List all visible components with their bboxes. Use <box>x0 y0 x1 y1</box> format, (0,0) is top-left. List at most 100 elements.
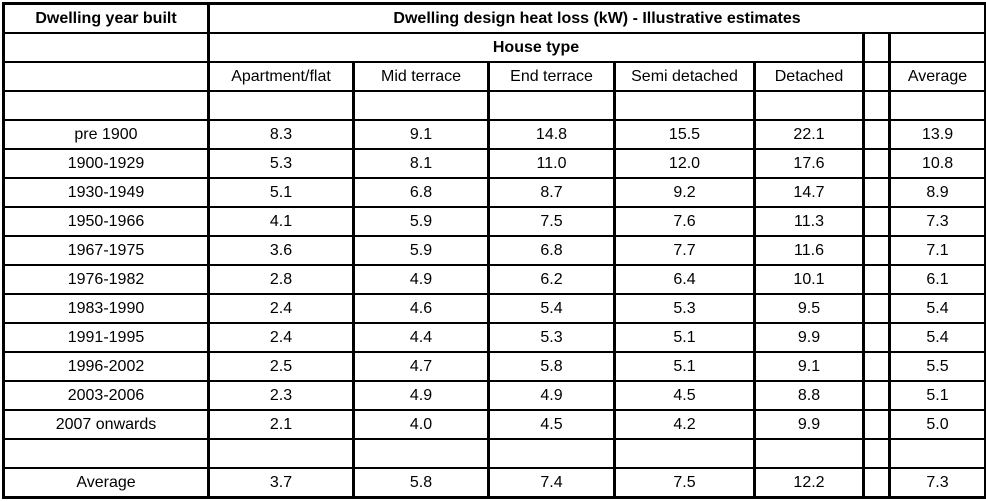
value-cell: 8.1 <box>352 148 490 179</box>
value-cell: 9.1 <box>753 351 865 382</box>
row-label-cell: 2007 onwards <box>2 409 210 440</box>
value-cell: 5.4 <box>487 293 616 324</box>
table-row: 1900-1929 5.3 8.1 11.0 12.0 17.6 10.8 <box>2 148 986 179</box>
table-row: 1930-1949 5.1 6.8 8.7 9.2 14.7 8.9 <box>2 177 986 208</box>
value-cell: 6.8 <box>352 177 490 208</box>
spacer-cell <box>862 264 891 295</box>
footer-value-cell: 3.7 <box>207 467 355 499</box>
row-label-cell: 1930-1949 <box>2 177 210 208</box>
value-cell: 5.9 <box>352 206 490 237</box>
spacer-cell <box>862 322 891 353</box>
spacer-cell <box>862 438 891 469</box>
blank-cell <box>613 90 756 121</box>
footer-average-cell: 7.3 <box>887 467 986 499</box>
value-cell: 2.3 <box>207 380 355 411</box>
value-cell: 5.8 <box>487 351 616 382</box>
value-cell: 2.1 <box>207 409 355 440</box>
row-label-cell: 1967-1975 <box>2 235 210 266</box>
value-cell: 4.2 <box>613 409 756 440</box>
spacer-cell <box>862 293 891 324</box>
row-label-cell: pre 1900 <box>2 119 210 150</box>
value-cell: 5.1 <box>207 177 355 208</box>
value-cell: 9.5 <box>753 293 865 324</box>
average-value-cell: 10.8 <box>887 148 986 179</box>
blank-cell <box>487 438 616 469</box>
average-footer-row: Average 3.7 5.8 7.4 7.5 12.2 7.3 <box>2 467 986 499</box>
value-cell: 5.9 <box>352 235 490 266</box>
blank-cell <box>352 438 490 469</box>
value-cell: 5.3 <box>207 148 355 179</box>
blank-cell <box>487 90 616 121</box>
blank-cell <box>887 90 986 121</box>
value-cell: 15.5 <box>613 119 756 150</box>
table-row: 2003-2006 2.3 4.9 4.9 4.5 8.8 5.1 <box>2 380 986 411</box>
average-value-cell: 5.4 <box>887 322 986 353</box>
column-header-cell: End terrace <box>487 61 616 92</box>
value-cell: 8.3 <box>207 119 355 150</box>
value-cell: 6.4 <box>613 264 756 295</box>
value-cell: 6.2 <box>487 264 616 295</box>
spacer-cell <box>862 409 891 440</box>
value-cell: 14.8 <box>487 119 616 150</box>
spacer-cell <box>862 235 891 266</box>
value-cell: 4.4 <box>352 322 490 353</box>
spacer-cell <box>862 177 891 208</box>
group-header-row: House type <box>2 32 986 63</box>
blank-cell <box>2 61 210 92</box>
value-cell: 8.7 <box>487 177 616 208</box>
blank-cell <box>887 32 986 63</box>
blank-cell <box>753 90 865 121</box>
row-label-cell: 1950-1966 <box>2 206 210 237</box>
spacer-cell <box>862 380 891 411</box>
row-label-cell: 2003-2006 <box>2 380 210 411</box>
value-cell: 4.0 <box>352 409 490 440</box>
average-value-cell: 5.1 <box>887 380 986 411</box>
value-cell: 9.2 <box>613 177 756 208</box>
table-row: 1991-1995 2.4 4.4 5.3 5.1 9.9 5.4 <box>2 322 986 353</box>
table-title-cell: Dwelling design heat loss (kW) - Illustr… <box>206 2 986 34</box>
value-cell: 12.0 <box>613 148 756 179</box>
value-cell: 6.8 <box>487 235 616 266</box>
value-cell: 4.5 <box>487 409 616 440</box>
blank-cell <box>207 438 355 469</box>
average-value-cell: 13.9 <box>887 119 986 150</box>
table-row: 1967-1975 3.6 5.9 6.8 7.7 11.6 7.1 <box>2 235 986 266</box>
blank-cell <box>352 90 490 121</box>
footer-value-cell: 7.5 <box>613 467 756 499</box>
value-cell: 5.1 <box>613 351 756 382</box>
spacer-cell <box>862 61 891 92</box>
row-label-cell: 1976-1982 <box>2 264 210 295</box>
row-label-cell: 1991-1995 <box>2 322 210 353</box>
corner-header-cell: Dwelling year built <box>2 2 210 34</box>
footer-label-cell: Average <box>2 467 210 499</box>
blank-cell <box>613 438 756 469</box>
table-row: 1983-1990 2.4 4.6 5.4 5.3 9.5 5.4 <box>2 293 986 324</box>
value-cell: 5.3 <box>613 293 756 324</box>
value-cell: 11.6 <box>753 235 865 266</box>
row-label-cell: 1900-1929 <box>2 148 210 179</box>
average-value-cell: 5.4 <box>887 293 986 324</box>
column-header-cell: Apartment/flat <box>207 61 355 92</box>
value-cell: 22.1 <box>753 119 865 150</box>
footer-value-cell: 5.8 <box>352 467 490 499</box>
value-cell: 9.1 <box>352 119 490 150</box>
blank-cell <box>2 32 210 63</box>
value-cell: 4.9 <box>487 380 616 411</box>
column-header-cell: Detached <box>753 61 865 92</box>
value-cell: 4.9 <box>352 264 490 295</box>
value-cell: 7.7 <box>613 235 756 266</box>
value-cell: 4.7 <box>352 351 490 382</box>
blank-cell <box>2 90 210 121</box>
value-cell: 2.8 <box>207 264 355 295</box>
value-cell: 2.5 <box>207 351 355 382</box>
spacer-cell <box>862 119 891 150</box>
value-cell: 5.3 <box>487 322 616 353</box>
value-cell: 9.9 <box>753 322 865 353</box>
value-cell: 4.1 <box>207 206 355 237</box>
blank-cell <box>753 438 865 469</box>
blank-cell <box>207 90 355 121</box>
average-value-cell: 5.0 <box>887 409 986 440</box>
value-cell: 7.6 <box>613 206 756 237</box>
blank-cell <box>887 438 986 469</box>
table-row: 2007 onwards 2.1 4.0 4.5 4.2 9.9 5.0 <box>2 409 986 440</box>
